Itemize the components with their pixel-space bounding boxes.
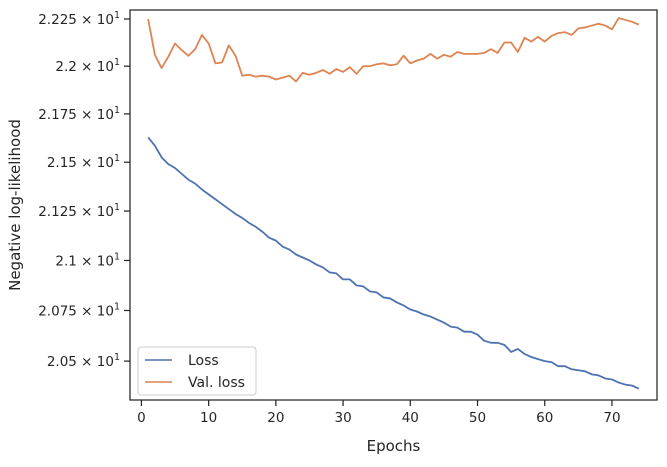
y-tick-label: 2.125 × 101 xyxy=(38,202,120,220)
x-tick-label: 50 xyxy=(469,410,486,426)
plot-area-frame xyxy=(129,9,658,401)
y-tick-label: 2.05 × 101 xyxy=(47,352,120,370)
x-axis-label: Epochs xyxy=(367,437,421,455)
y-tick-label: 2.075 × 101 xyxy=(38,301,120,319)
legend: Loss Val. loss xyxy=(137,346,257,396)
y-tick-label: 2.15 × 101 xyxy=(47,153,120,171)
x-tick-label: 30 xyxy=(334,410,351,426)
series-line-loss xyxy=(147,136,640,390)
y-axis-label: Negative log-likelihood xyxy=(6,119,24,291)
legend-label-loss: Loss xyxy=(188,353,219,369)
y-tick-label: 2.175 × 101 xyxy=(38,105,120,123)
y-tick-label: 2.225 × 101 xyxy=(38,10,120,28)
legend-label-val-loss: Val. loss xyxy=(188,375,245,391)
series-layer xyxy=(147,17,640,390)
x-tick-label: 70 xyxy=(603,410,620,426)
legend-box xyxy=(137,346,257,396)
x-tick-label: 40 xyxy=(402,410,419,426)
series-line-val-loss xyxy=(147,17,640,83)
y-axis-ticks: 2.225 × 101 2.2 × 101 2.175 × 101 2.15 × 10… xyxy=(38,10,130,370)
x-tick-label: 60 xyxy=(536,410,553,426)
x-axis-ticks: 0 10 20 30 40 50 60 70 xyxy=(137,400,621,426)
x-tick-label: 20 xyxy=(267,410,284,426)
y-tick-label: 2.1 × 101 xyxy=(55,251,120,269)
x-tick-label: 0 xyxy=(137,410,146,426)
y-tick-label: 2.2 × 101 xyxy=(55,57,120,75)
x-tick-label: 10 xyxy=(200,410,217,426)
